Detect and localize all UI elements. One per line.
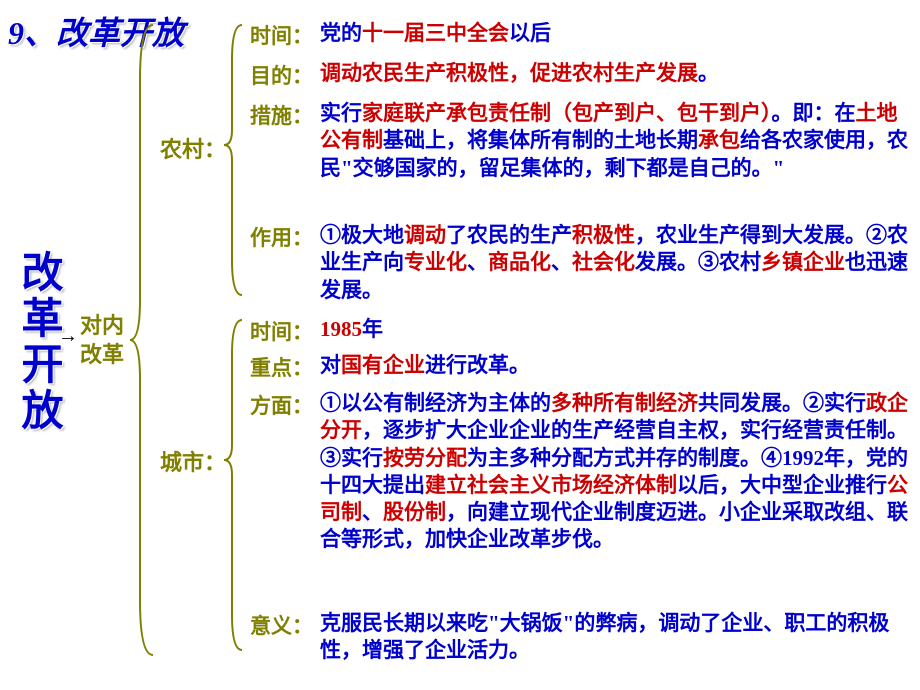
label-zuoyong: 作用： <box>250 222 313 252</box>
content-shijian1: 党的十一届三中全会以后 <box>320 20 890 47</box>
content-cuoshi: 实行家庭联产承包责任制（包产到户、包干到户）。即：在土地公有制基础上，将集体所有… <box>320 100 910 182</box>
brace-duinei <box>128 20 158 660</box>
label-zhongdian: 重点： <box>250 352 313 382</box>
label-yiyi: 意义： <box>250 610 313 640</box>
content-mudi: 调动农民生产积极性，促进农村生产发展。 <box>320 60 910 87</box>
chengshi-label: 城市： <box>160 445 226 477</box>
label-mudi: 目的： <box>250 60 313 90</box>
brace-chengshi <box>222 315 246 655</box>
label-fangmian: 方面： <box>250 390 313 420</box>
content-zuoyong: ①极大地调动了农民的生产积极性，农业生产得到大发展。②农业生产向专业化、商品化、… <box>320 222 910 304</box>
label-shijian1: 时间： <box>250 20 313 50</box>
content-fangmian: ①以公有制经济为主体的多种所有制经济共同发展。②实行政企分开，逐步扩大企业企业的… <box>320 390 910 554</box>
content-zhongdian: 对国有企业进行改革。 <box>320 352 890 379</box>
duinei-label: 对内改革 <box>80 312 124 369</box>
label-cuoshi: 措施： <box>250 100 313 130</box>
content-yiyi: 克服民长期以来吃"大锅饭"的弊病，调动了企业、职工的积极性，增强了企业活力。 <box>320 610 910 665</box>
label-shijian2: 时间： <box>250 316 313 346</box>
nongcun-label: 农村： <box>160 132 226 164</box>
content-shijian2: 1985年 <box>320 316 890 343</box>
arrow-icon: → <box>58 325 78 348</box>
